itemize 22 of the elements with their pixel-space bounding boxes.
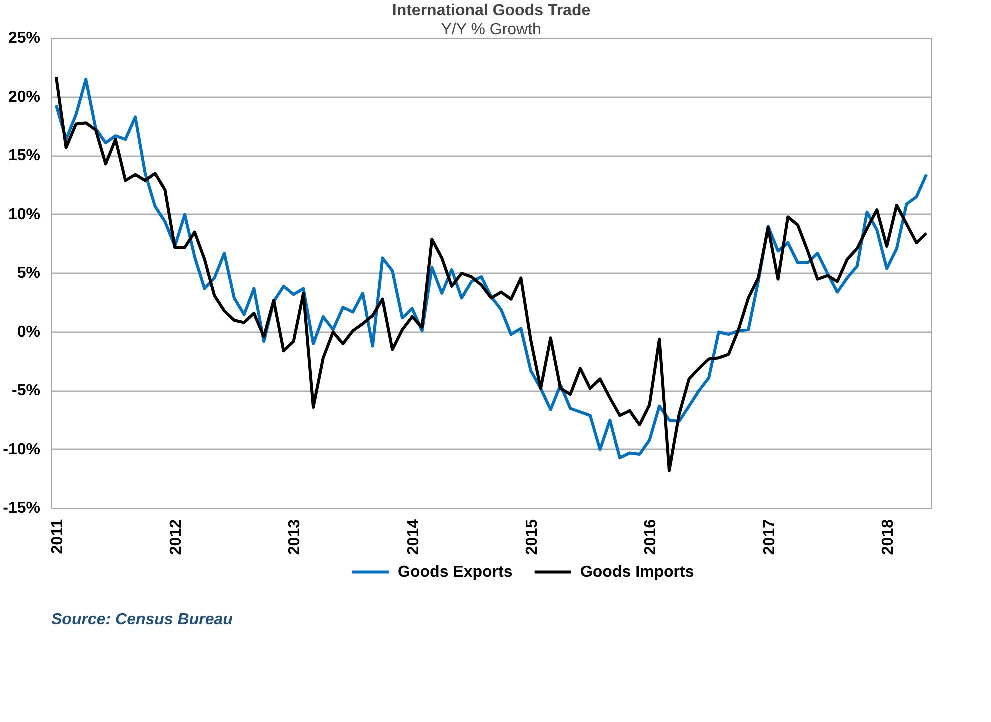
x-tick-label: 2017 xyxy=(761,519,778,556)
x-tick-label: 2015 xyxy=(524,519,542,556)
y-tick-label: 5% xyxy=(17,265,40,282)
x-tick-label: 2016 xyxy=(642,519,660,556)
y-tick-label: -10% xyxy=(3,441,41,458)
chart-subtitle: Y/Y % Growth xyxy=(441,22,542,38)
x-tick-label: 2013 xyxy=(286,519,304,556)
legend-label: Goods Exports xyxy=(398,564,513,581)
x-tick-label: 2018 xyxy=(880,519,898,556)
y-tick-label: 15% xyxy=(8,148,41,164)
y-tick-label: -5% xyxy=(12,382,40,400)
chart-title: International Goods Trade xyxy=(392,2,591,20)
x-tick-label: 2012 xyxy=(168,519,186,556)
y-tick-label: 25% xyxy=(8,30,41,47)
y-tick-label: 0% xyxy=(17,324,40,341)
x-tick-label: 2011 xyxy=(49,519,66,554)
x-tick-label: 2014 xyxy=(405,519,422,556)
y-tick-label: 10% xyxy=(8,206,41,224)
y-tick-label: -15% xyxy=(3,500,41,517)
source-note: Source: Census Bureau xyxy=(52,612,234,628)
legend-label: Goods Imports xyxy=(580,564,694,581)
y-tick-label: 20% xyxy=(8,88,41,106)
